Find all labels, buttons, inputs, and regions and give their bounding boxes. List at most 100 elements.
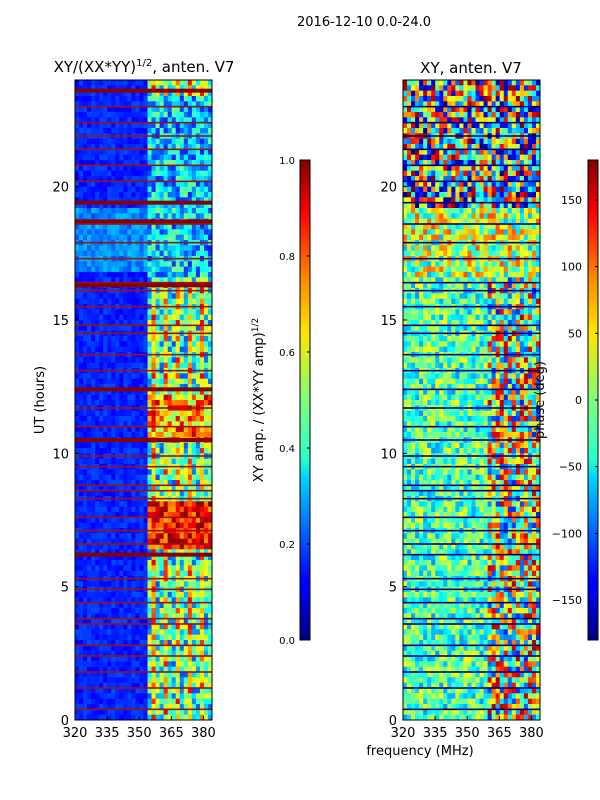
heatmap-cell	[123, 704, 128, 710]
heatmap-cell	[495, 154, 501, 161]
heatmap-cell	[167, 640, 173, 646]
heatmap-cell	[419, 186, 424, 193]
heatmap-cell	[207, 682, 213, 689]
heatmap-cell	[159, 554, 164, 561]
heatmap-cell	[183, 90, 189, 97]
heatmap-cell	[131, 538, 136, 545]
heatmap-cell	[195, 277, 201, 283]
heatmap-cell	[431, 208, 436, 214]
heatmap-cell	[155, 602, 160, 609]
heatmap-cell	[155, 645, 160, 651]
heatmap-cell	[183, 432, 189, 438]
flagged-row	[75, 353, 212, 356]
heatmap-cell	[159, 410, 164, 417]
heatmap-cell	[131, 112, 136, 118]
heatmap-cell	[79, 480, 84, 486]
heatmap-cell	[91, 384, 96, 390]
heatmap-cell	[187, 154, 193, 161]
heatmap-cell	[143, 144, 148, 150]
heatmap-cell	[119, 90, 124, 97]
heatmap-cell	[495, 160, 501, 166]
heatmap-cell	[147, 677, 152, 683]
heatmap-cell	[511, 160, 517, 166]
heatmap-cell	[107, 672, 112, 678]
heatmap-cell	[107, 245, 112, 251]
heatmap-cell	[203, 645, 209, 651]
heatmap-cell	[111, 624, 116, 630]
heatmap-cell	[179, 714, 185, 721]
heatmap-cell	[131, 480, 136, 486]
heatmap-cell	[111, 181, 116, 187]
heatmap-cell	[79, 112, 84, 118]
heatmap-cell	[95, 90, 100, 97]
heatmap-cell	[107, 570, 112, 577]
heatmap-cell	[451, 208, 456, 214]
heatmap-cell	[79, 432, 84, 438]
heatmap-cell	[183, 554, 189, 561]
heatmap-cell	[159, 144, 164, 150]
heatmap-cell	[183, 373, 189, 379]
heatmap-cell	[99, 480, 104, 486]
heatmap-cell	[175, 645, 181, 651]
heatmap-cell	[455, 197, 460, 203]
heatmap-cell	[155, 618, 160, 625]
heatmap-cell	[151, 266, 156, 273]
heatmap-cell	[487, 85, 492, 91]
heatmap-cell	[475, 122, 480, 129]
heatmap-cell	[135, 549, 140, 555]
heatmap-cell	[535, 85, 541, 91]
heatmap-cell	[523, 181, 529, 187]
heatmap-cell	[159, 688, 164, 694]
heatmap-cell	[115, 608, 120, 614]
heatmap-cell	[167, 704, 173, 710]
heatmap-cell	[183, 325, 189, 331]
heatmap-cell	[115, 389, 120, 395]
heatmap-cell	[163, 602, 168, 609]
heatmap-cell	[451, 101, 456, 107]
heatmap-cell	[95, 533, 100, 539]
heatmap-cell	[115, 245, 120, 251]
heatmap-cell	[155, 565, 160, 571]
heatmap-cell	[167, 592, 173, 598]
heatmap-cell	[83, 410, 88, 417]
heatmap-cell	[171, 122, 177, 129]
heatmap-cell	[183, 154, 189, 161]
heatmap-cell	[419, 96, 424, 102]
heatmap-cell	[135, 522, 140, 529]
heatmap-cell	[99, 128, 104, 134]
heatmap-cell	[99, 192, 104, 198]
heatmap-cell	[123, 389, 128, 395]
heatmap-cell	[103, 693, 108, 699]
heatmap-cell	[143, 474, 148, 481]
heatmap-cell	[523, 165, 529, 171]
heatmap-cell	[75, 629, 80, 635]
heatmap-cell	[207, 549, 213, 555]
heatmap-cell	[175, 165, 181, 171]
heatmap-cell	[119, 128, 124, 134]
heatmap-cell	[155, 698, 160, 705]
heatmap-cell	[199, 250, 205, 257]
heatmap-cell	[115, 549, 120, 555]
heatmap-cell	[175, 341, 181, 347]
heatmap-cell	[79, 144, 84, 150]
heatmap-cell	[123, 400, 128, 406]
heatmap-cell	[155, 117, 160, 123]
heatmap-cell	[443, 90, 448, 97]
heatmap-cell	[195, 400, 201, 406]
heatmap-cell	[115, 565, 120, 571]
heatmap-cell	[159, 277, 164, 283]
heatmap-cell	[191, 229, 197, 235]
heatmap-cell	[195, 533, 201, 539]
heatmap-cell	[143, 538, 148, 545]
heatmap-cell	[427, 138, 432, 145]
heatmap-cell	[515, 202, 521, 209]
heatmap-cell	[83, 202, 88, 209]
heatmap-cell	[95, 629, 100, 635]
heatmap-cell	[191, 346, 197, 353]
heatmap-cell	[159, 96, 164, 102]
heatmap-cell	[203, 250, 209, 257]
heatmap-cell	[519, 154, 525, 161]
heatmap-cell	[435, 112, 440, 118]
heatmap-cell	[183, 592, 189, 598]
heatmap-cell	[195, 128, 201, 134]
